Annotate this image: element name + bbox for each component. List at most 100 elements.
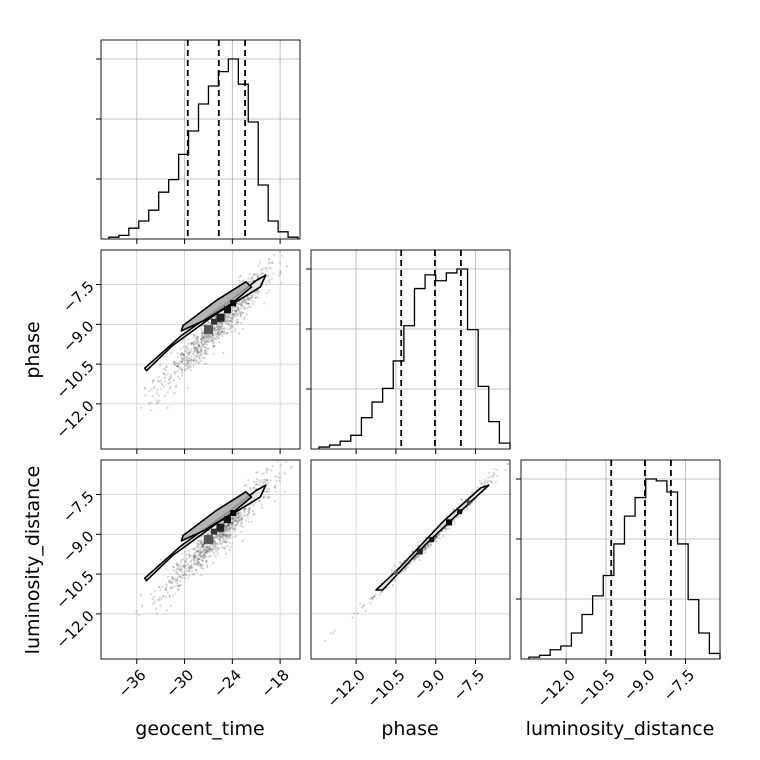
scatter-point (218, 537, 221, 540)
scatter-point (257, 289, 260, 292)
scatter-point (232, 325, 235, 328)
scatter-point (193, 555, 196, 558)
scatter-point (156, 379, 159, 382)
scatter-point (203, 357, 206, 360)
scatter-point (232, 517, 235, 521)
scatter-point (247, 302, 250, 305)
scatter-point (180, 568, 183, 571)
scatter-point (196, 342, 199, 345)
scatter-point (398, 561, 401, 564)
scatter-point (233, 516, 236, 519)
scatter-point (158, 380, 161, 383)
scatter-point (241, 311, 244, 314)
scatter-point (205, 550, 208, 553)
scatter-point (487, 476, 490, 479)
scatter-point (240, 516, 243, 519)
scatter-point (231, 313, 234, 316)
scatter-point (174, 371, 177, 374)
scatter-point (230, 324, 233, 327)
scatter-point (184, 359, 187, 362)
scatter-point (208, 336, 211, 339)
scatter-point (209, 529, 212, 532)
scatter-point (239, 307, 242, 310)
scatter-point (235, 534, 238, 537)
scatter-point (179, 561, 183, 564)
scatter-point (214, 332, 217, 335)
scatter-point (216, 552, 219, 555)
scatter-point (194, 551, 197, 554)
scatter-point (188, 365, 191, 369)
scatter-point (429, 543, 432, 547)
scatter-point (279, 476, 282, 479)
scatter-point (164, 587, 167, 590)
density-core (216, 523, 225, 532)
scatter-point (227, 529, 230, 532)
contour-inner (180, 281, 253, 332)
scatter-point (175, 570, 178, 573)
scatter-point (227, 319, 230, 322)
scatter-point (198, 344, 201, 347)
scatter-point (214, 543, 217, 546)
scatter-point (194, 349, 197, 352)
scatter-point (200, 348, 203, 351)
scatter-point (186, 360, 189, 363)
scatter-point (280, 282, 283, 285)
scatter-point (198, 557, 201, 560)
scatter-point (196, 571, 199, 574)
scatter-point (371, 597, 374, 601)
scatter-point (194, 562, 197, 565)
scatter-point (205, 559, 208, 562)
scatter-point (217, 542, 220, 545)
scatter-point (193, 548, 196, 551)
scatter-point (226, 530, 229, 533)
scatter-point (213, 551, 216, 554)
scatter-point (196, 550, 199, 553)
scatter-point (241, 311, 244, 314)
scatter-point (221, 334, 224, 337)
x-tick-label-geocent_time: −18 (258, 666, 293, 701)
scatter-point (223, 330, 226, 333)
scatter-point (205, 337, 208, 340)
scatter-point (195, 355, 198, 358)
scatter-point (258, 480, 261, 483)
scatter-point (227, 322, 230, 325)
scatter-point (226, 528, 229, 531)
scatter-point (198, 553, 201, 556)
scatter-point (199, 360, 203, 363)
scatter-point (186, 359, 189, 362)
scatter-point (181, 357, 184, 360)
scatter-point (218, 531, 221, 534)
scatter-point (426, 545, 430, 548)
scatter-point (200, 329, 203, 332)
scatter-point (237, 302, 240, 305)
scatter-point (209, 547, 212, 550)
scatter-point (243, 507, 246, 511)
scatter-point (240, 302, 243, 305)
scatter-point (187, 343, 190, 346)
scatter-point (424, 546, 427, 550)
scatter-point (464, 498, 467, 501)
scatter-point (290, 465, 293, 468)
scatter-point (173, 585, 176, 588)
scatter-point (218, 322, 221, 325)
scatter-point (257, 291, 260, 294)
scatter-point (195, 334, 198, 338)
scatter-point (165, 585, 168, 588)
scatter-point (226, 544, 229, 547)
scatter-point (204, 546, 207, 549)
scatter-point (258, 499, 261, 502)
scatter-point (275, 479, 278, 482)
scatter-point (220, 327, 223, 330)
scatter-point (172, 379, 175, 382)
scatter-point (178, 361, 181, 364)
histogram-step-luminosity_distance (528, 478, 721, 659)
scatter-point (202, 335, 205, 338)
density-core (416, 548, 423, 555)
scatter-point (195, 568, 198, 572)
scatter-point (221, 535, 224, 538)
scatter-point (224, 536, 227, 539)
scatter-point (177, 362, 180, 366)
scatter-point (178, 564, 182, 567)
scatter-point (426, 544, 430, 547)
scatter-point (435, 535, 438, 538)
